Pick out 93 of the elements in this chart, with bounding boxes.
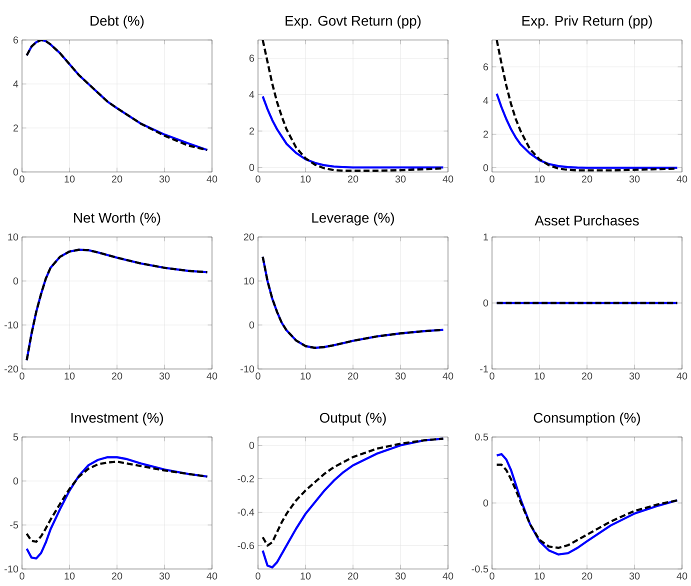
x-tick-label: 0	[20, 372, 24, 380]
y-tick-label: 0	[13, 277, 18, 285]
x-tick-label: 40	[442, 176, 454, 183]
y-tick-label: 6	[249, 54, 254, 62]
x-tick-label: 10	[300, 372, 311, 380]
x-tick-label: 40	[676, 176, 688, 183]
chart-title: Consumption (%)	[534, 412, 640, 426]
y-tick-label: -0.4	[238, 508, 254, 516]
y-tick-label: 0	[483, 299, 488, 307]
y-tick-label: -10	[4, 321, 18, 329]
x-tick-label: 10	[64, 572, 75, 580]
x-tick-label: 20	[582, 176, 592, 183]
y-tick-label: 20	[244, 233, 254, 241]
x-tick-label: 40	[442, 572, 454, 580]
x-tick-label: 40	[442, 372, 454, 380]
y-tick-label: -0.6	[238, 542, 254, 550]
y-tick-label: -1	[480, 366, 488, 372]
y-tick-label: 0	[483, 164, 488, 172]
y-tick-label: 0.5	[475, 433, 488, 441]
y-tick-label: 4	[483, 97, 488, 104]
x-tick-label: 0	[256, 176, 260, 183]
chart-title: Debt (%)	[90, 16, 144, 28]
x-tick-label: 30	[629, 372, 640, 380]
y-tick-label: 2	[13, 124, 18, 132]
chart-title: Output (%)	[320, 412, 386, 426]
x-tick-label: 0	[490, 372, 494, 380]
x-tick-label: 30	[395, 372, 406, 380]
x-tick-label: 20	[348, 572, 358, 580]
x-tick-label: 30	[629, 572, 640, 580]
chart-title: Net Worth (%)	[74, 212, 160, 226]
x-tick-label: 20	[112, 572, 122, 580]
y-tick-label: -20	[4, 365, 18, 373]
x-tick-label: 20	[582, 572, 592, 580]
y-tick-label: 10	[244, 277, 254, 285]
y-tick-label: 0	[249, 164, 254, 171]
chart-title: Exp. Govt Return (pp)	[286, 15, 421, 28]
x-tick-label: 10	[534, 372, 545, 380]
y-tick-label: 4	[249, 91, 254, 98]
y-tick-label: -10	[240, 365, 254, 373]
chart-title: Investment (%)	[71, 412, 164, 426]
x-tick-label: 40	[676, 372, 688, 380]
y-tick-label: 1	[484, 234, 488, 240]
y-tick-label: 0	[13, 168, 18, 176]
y-tick-label: 0	[249, 321, 254, 329]
x-tick-label: 10	[64, 176, 75, 183]
y-tick-label: -0.2	[238, 475, 254, 482]
x-tick-label: 30	[629, 176, 640, 183]
line-series	[496, 453, 678, 556]
chart-title: Asset Purchases	[534, 215, 639, 226]
x-tick-label: 10	[300, 572, 311, 580]
y-tick-label: 0	[13, 477, 18, 485]
y-tick-label: 0	[249, 442, 254, 449]
y-tick-label: -0.5	[472, 565, 488, 573]
x-tick-label: 10	[534, 176, 545, 183]
y-tick-label: 6	[483, 63, 488, 70]
x-tick-label: 0	[256, 572, 260, 580]
line-series	[262, 256, 444, 349]
x-tick-label: 20	[112, 176, 122, 183]
y-tick-label: 2	[249, 128, 254, 135]
x-tick-label: 30	[395, 176, 406, 183]
y-tick-label: 6	[13, 36, 18, 44]
x-tick-label: 40	[206, 372, 218, 380]
y-tick-label: -5	[10, 522, 18, 528]
x-tick-label: 0	[20, 176, 24, 183]
x-tick-label: 30	[395, 572, 406, 580]
x-tick-label: 20	[582, 372, 592, 380]
y-tick-label: 2	[483, 130, 488, 138]
x-tick-label: 40	[676, 572, 688, 580]
x-tick-label: 30	[159, 572, 170, 580]
y-tick-label: 4	[13, 80, 18, 88]
x-tick-label: 0	[20, 572, 24, 580]
chart-title: Leverage (%)	[312, 212, 394, 226]
y-tick-label: 5	[13, 434, 18, 440]
line-series	[26, 456, 208, 560]
x-tick-label: 20	[112, 372, 122, 380]
x-tick-label: 20	[348, 372, 358, 380]
x-tick-label: 10	[300, 176, 311, 183]
y-tick-label: -10	[4, 565, 18, 573]
y-tick-label: 0	[483, 499, 488, 507]
line-series	[262, 438, 444, 547]
x-tick-label: 10	[534, 572, 545, 580]
y-tick-label: 10	[8, 233, 18, 241]
x-tick-label: 40	[206, 176, 218, 183]
x-tick-label: 0	[256, 372, 260, 380]
x-tick-label: 40	[206, 572, 218, 580]
x-tick-label: 20	[348, 176, 358, 183]
line-series	[26, 460, 208, 543]
x-tick-label: 0	[490, 572, 494, 580]
x-tick-label: 0	[490, 176, 494, 183]
x-tick-label: 30	[159, 176, 170, 183]
x-tick-label: 10	[64, 372, 75, 380]
x-tick-label: 30	[159, 372, 170, 380]
chart-title: Exp. Priv Return (pp)	[522, 15, 652, 28]
